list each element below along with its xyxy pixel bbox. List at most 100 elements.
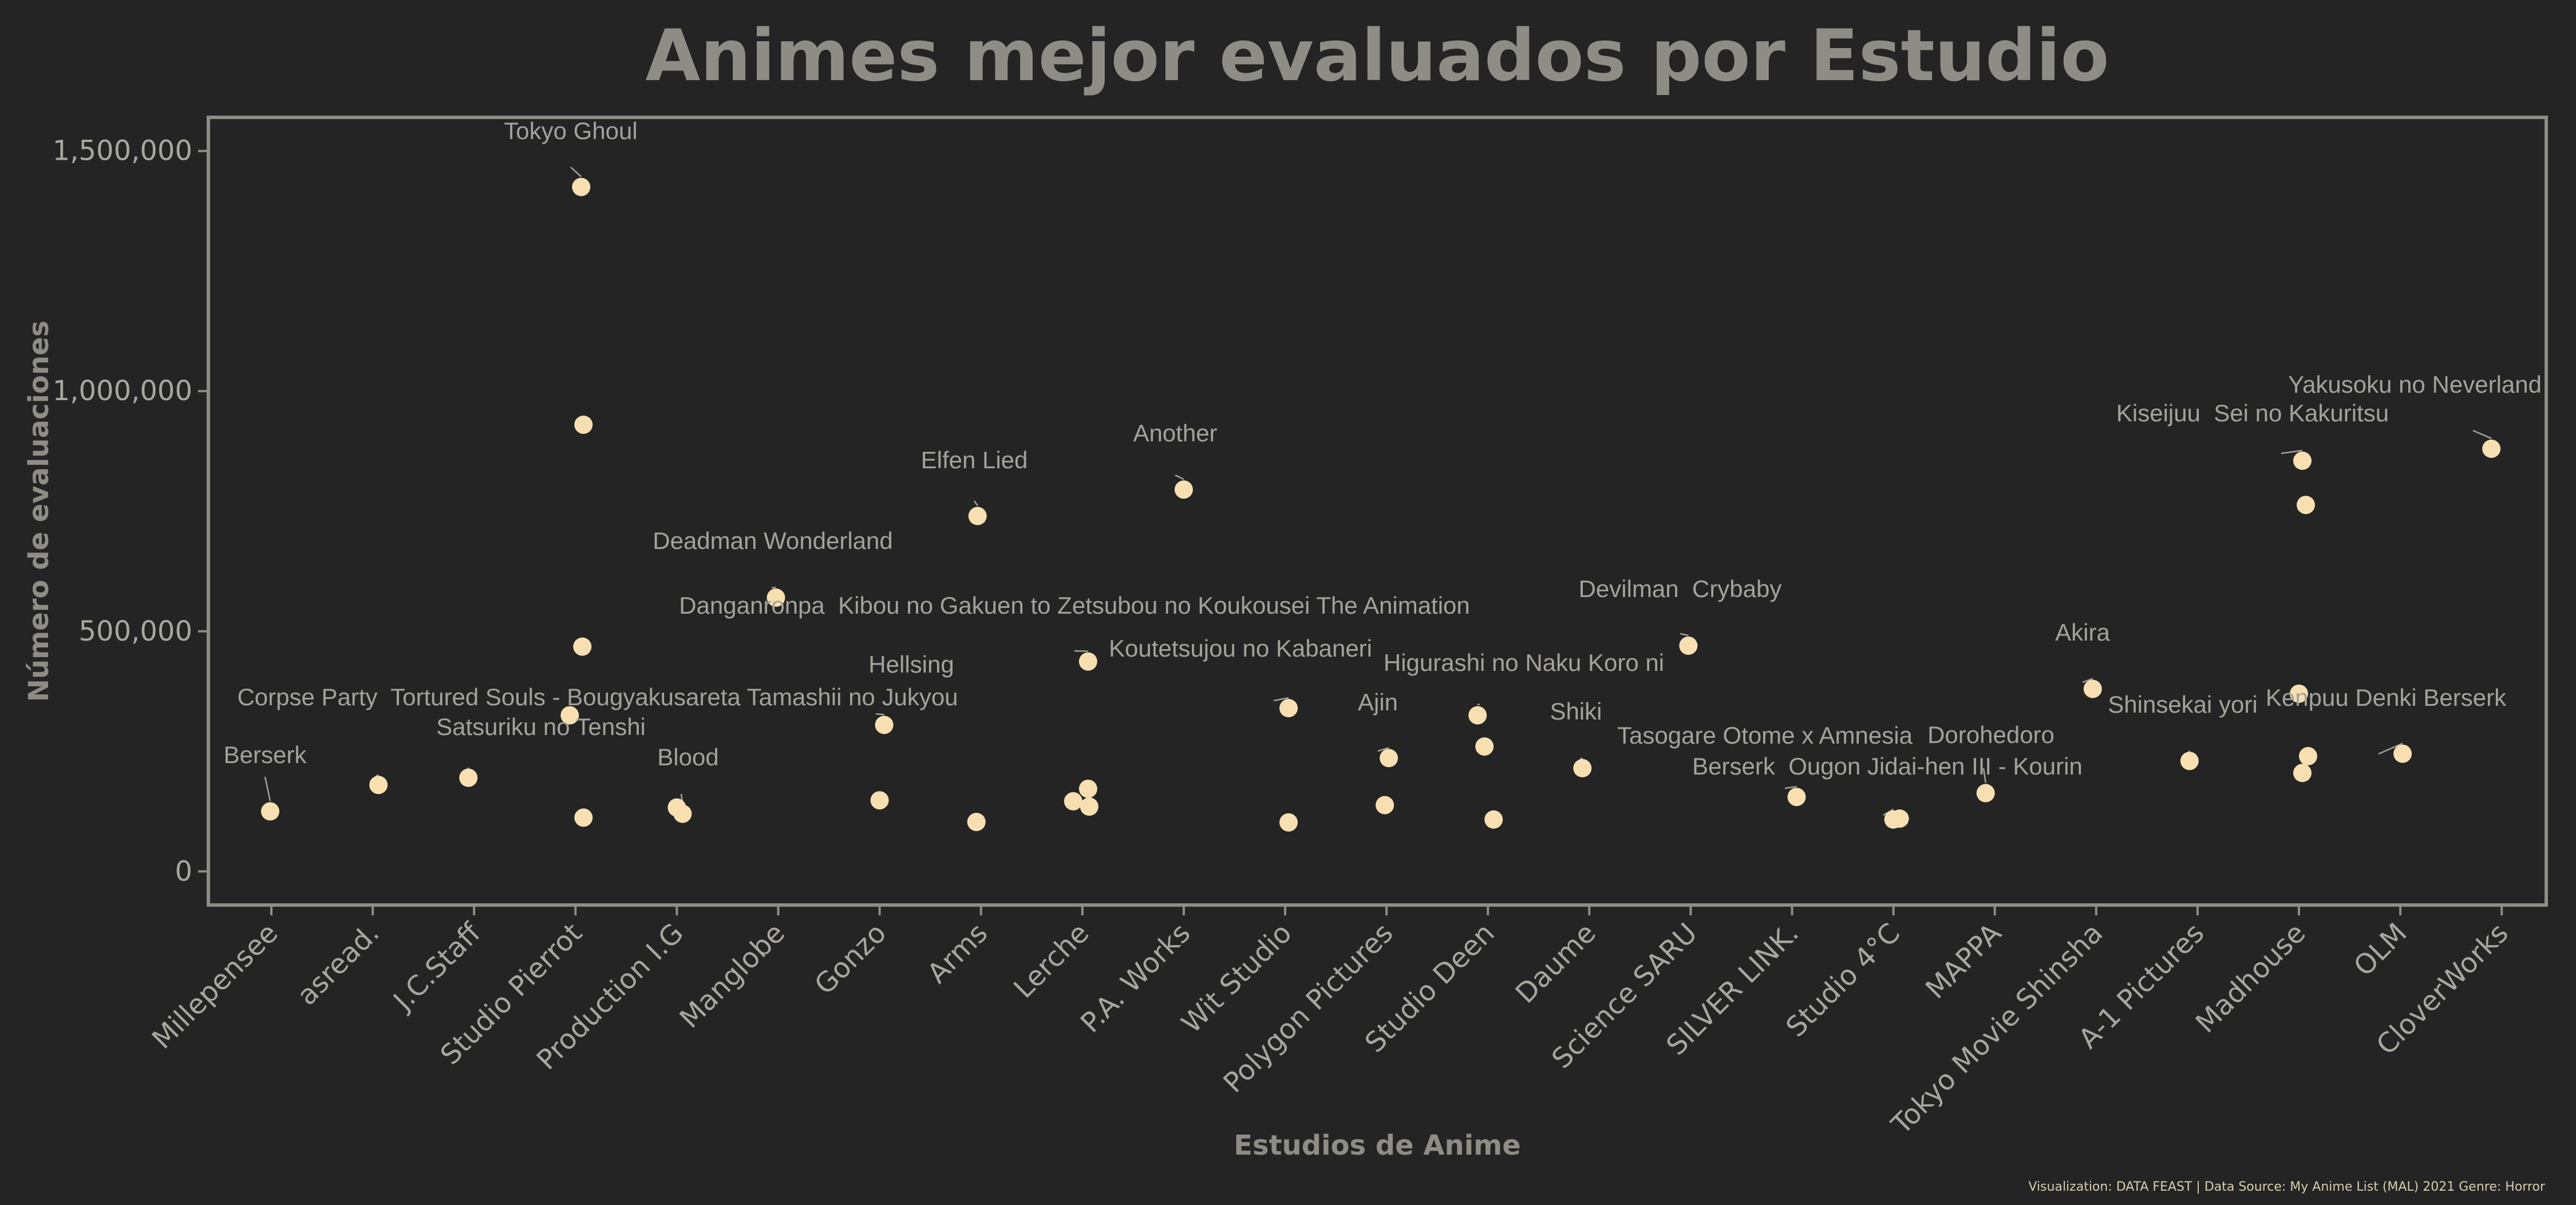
data-points [261, 177, 2501, 832]
label-leader [2082, 678, 2093, 684]
x-tick-label: Arms [921, 917, 994, 990]
x-tick-label: P.A. Works [1074, 917, 1196, 1039]
point-labels: Berserk Corpse Party Tortured Souls - Bou… [224, 117, 2542, 780]
point-label: Koutetsujou no Kabaneri [1109, 635, 1372, 662]
data-point [574, 415, 593, 434]
data-point [1376, 796, 1394, 815]
point-label: Hellsing [868, 651, 954, 678]
point-label: Tasogare Otome x Amnesia [1617, 722, 1913, 749]
data-point [968, 507, 987, 526]
y-tick-label: 1,000,000 [53, 375, 192, 407]
label-leader [1982, 768, 1986, 783]
data-point [369, 776, 388, 795]
data-point [1078, 652, 1097, 671]
data-point [1890, 809, 1909, 828]
data-point [572, 177, 591, 196]
point-label: Ajin [1358, 689, 1398, 716]
point-label: Berserk [224, 741, 307, 768]
data-point [1787, 788, 1806, 807]
data-point [459, 768, 478, 787]
data-point [767, 588, 785, 607]
point-label: Dorohedoro [1927, 721, 2055, 748]
label-leader [1680, 633, 1689, 637]
data-point [573, 637, 592, 656]
data-point [2290, 684, 2308, 703]
data-point [1080, 797, 1099, 816]
x-tick-label: Madhouse [2190, 917, 2312, 1040]
data-point [560, 706, 579, 725]
plot-frame [207, 116, 2548, 907]
data-point [1380, 749, 1398, 768]
x-tick-label: Manglobe [674, 917, 791, 1034]
x-tick-label: J.C.Staff [386, 916, 488, 1018]
point-label: Devilman Crybaby [1579, 575, 1782, 602]
label-leader [1477, 703, 1480, 706]
point-label: Corpse Party Tortured Souls - Bougyakusa… [237, 684, 958, 710]
label-leader [2472, 429, 2492, 440]
chart-title: Animes mejor evaluados por Estudio [645, 15, 2109, 97]
data-point [1573, 758, 1592, 777]
data-point [1475, 737, 1494, 756]
point-label: Akira [2055, 619, 2110, 646]
x-tick-label: OLM [2348, 917, 2413, 983]
data-point [1279, 699, 1298, 717]
point-label: Kiseijuu Sei no Kakuritsu [2116, 400, 2389, 426]
data-point [1174, 480, 1193, 499]
data-point [2299, 746, 2317, 765]
y-tick-label: 500,000 [79, 615, 193, 647]
data-point [1679, 636, 1698, 655]
x-tick-label: Gonzo [808, 917, 892, 1001]
point-label: Berserk Ougon Jidai-hen III - Kourin [1692, 753, 2083, 780]
x-tick-label: Daume [1510, 917, 1602, 1010]
source-caption: Visualization: DATA FEAST | Data Source:… [2028, 1180, 2546, 1194]
data-point [574, 808, 593, 827]
data-point [261, 802, 279, 821]
label-leader [2378, 742, 2403, 755]
data-point [870, 791, 889, 810]
label-leader [973, 500, 978, 507]
label-leader [1273, 697, 1289, 702]
x-tick-label: Lerche [1008, 917, 1095, 1005]
x-tick-label: asread. [291, 917, 385, 1012]
data-point [1064, 792, 1082, 811]
y-tick-label: 1,500,000 [53, 135, 192, 167]
data-point [673, 804, 692, 823]
label-leader [1175, 474, 1184, 480]
x-tick-label: MAPPA [1919, 917, 2008, 1005]
data-point [1279, 813, 1298, 832]
y-tick-label: 0 [175, 855, 192, 887]
point-label: Deadman Wonderland [653, 527, 893, 554]
x-tick-label: Millepensee [146, 917, 284, 1055]
data-point [2083, 679, 2102, 698]
label-leader [570, 167, 582, 177]
label-leader [2281, 449, 2303, 455]
data-point [2482, 439, 2501, 458]
label-leader [264, 776, 271, 801]
point-label: Satsuriku no Tenshi [436, 713, 646, 740]
data-point [1468, 706, 1487, 725]
point-label: Yakusoku no Neverland [2288, 371, 2542, 398]
data-point [2180, 752, 2199, 771]
point-label: Tokyo Ghoul [504, 117, 637, 144]
point-label: Shiki [1550, 698, 1602, 725]
data-point [875, 716, 894, 734]
point-label: Shinsekai yori [2108, 691, 2257, 718]
point-label: Elfen Lied [921, 447, 1028, 473]
x-tick-label: Polygon Pictures [1217, 917, 1399, 1099]
data-point [2293, 451, 2312, 470]
data-point [1484, 810, 1503, 829]
y-axis-title: Número de evaluaciones [23, 321, 55, 702]
x-axis-title: Estudios de Anime [1234, 1129, 1521, 1161]
label-leader [1784, 785, 1797, 789]
point-label: Blood [657, 744, 718, 771]
data-point [2297, 496, 2315, 515]
label-leader [1377, 747, 1389, 752]
data-point [1078, 779, 1097, 798]
point-label: Higurashi no Naku Koro ni [1384, 649, 1664, 676]
label-leader [771, 586, 776, 589]
data-point [2293, 764, 2312, 783]
data-point [1976, 784, 1995, 803]
